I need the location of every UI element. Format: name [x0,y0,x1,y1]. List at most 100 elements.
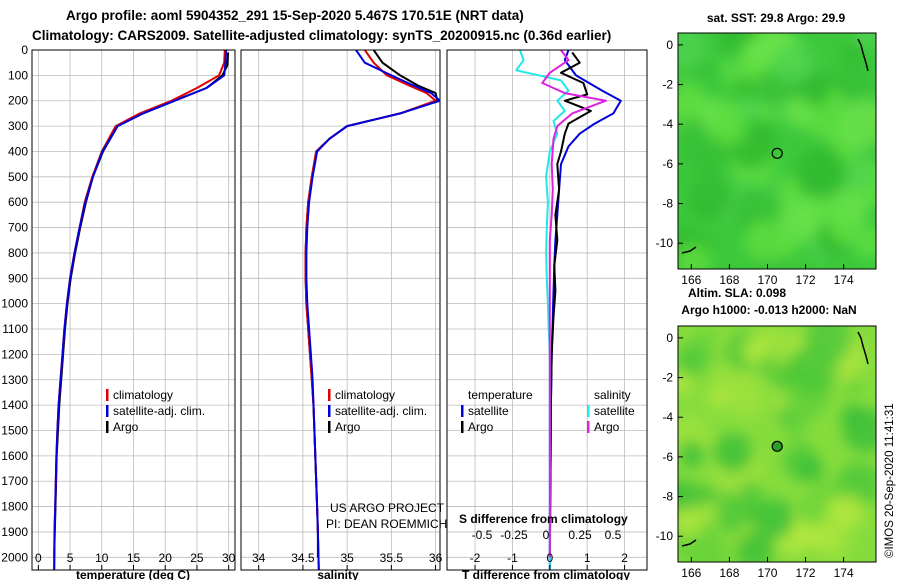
salinity-grid [241,49,440,570]
salinity-xlabel: salinity [317,568,359,580]
depth-tick-label: 200 [8,94,28,108]
sst-map-frame [677,32,877,270]
depth-tick-label: 1200 [1,347,28,361]
s-tick-label: 0 [543,528,550,542]
salinity-lines [304,50,440,570]
depth-tick-label: 1000 [1,297,28,311]
x-tick-label: 2 [621,551,628,565]
map-y-tick-label: -2 [662,78,673,92]
temperature-xticks: 0 5 10 15 20 25 30 [35,551,236,570]
sst-title: sat. SST: 29.8 Argo: 29.9 [707,11,846,25]
x-tick-label: 25 [190,551,204,565]
legend-swatch [461,405,464,417]
series-line [541,50,607,558]
map-y-tick-label: -6 [662,450,673,464]
map-cell [695,484,716,505]
depth-tick-label: 2000 [1,550,28,564]
coastline [681,246,697,254]
depth-tick-label: 1100 [2,322,28,336]
x-tick-label: 34.5 [291,551,315,565]
map-y-tick-label: -10 [656,529,674,543]
map-cell [795,146,847,198]
sla-subtitle: Argo h1000: -0.013 h2000: NaN [681,303,856,317]
sla-title: Altim. SLA: 0.098 [688,286,786,300]
series-line [53,50,226,570]
legend-label: satellite [594,404,635,418]
map-y-tick-label: -4 [662,410,673,424]
legend-swatch [106,389,109,401]
temperature-legend: climatology satellite-adj. clim. Argo [106,388,205,434]
legend-swatch [328,421,331,433]
imos-watermark: ©IMOS 20-Sep-2020 11:41:31 [884,403,896,558]
map-cell [752,498,795,541]
x-tick-label: 20 [159,551,173,565]
map-cell [688,536,731,562]
depth-tick-label: 800 [8,246,28,260]
map-y-tick-label: -10 [656,236,674,250]
temperature-lines [53,50,229,570]
s-tick-label: -0.5 [472,528,493,542]
x-tick-label: 1 [584,551,591,565]
map-y-tick-label: -8 [662,490,673,504]
depth-tick-label: 1900 [1,525,28,539]
depth-tick-label: 1300 [1,373,28,387]
x-tick-label: 35.5 [380,551,404,565]
map-texture [678,326,876,562]
x-tick-label: 36 [429,551,443,565]
depth-tick-label: 1500 [1,423,28,437]
temperature-panel: 0 5 10 15 20 25 30 climatology satellite-adj. c… [31,49,236,580]
map-cell [678,440,705,468]
depth-axis: 0 100 200 300 400 500 600 700 800 900 1000 1100 1200… [1,43,28,564]
depth-tick-label: 0 [21,43,28,57]
map-cell [741,481,762,502]
map-x-tick-label: 172 [796,273,816,287]
map-y-tick-label: 0 [666,331,673,345]
series-line [515,50,570,570]
map-cell [678,479,699,517]
series-line [304,50,437,570]
map-y-tick-label: -2 [662,371,673,385]
x-tick-label: 5 [67,551,74,565]
pi-label: PI: DEAN ROEMMICH [326,517,447,531]
map-cell [691,147,728,184]
difference-legend: temperature salinity satellite Argo satellit… [461,388,635,434]
s-tick-label: 0.25 [568,528,592,542]
figure-title: Argo profile: aoml 5904352_291 15-Sep-20… [66,8,524,23]
legend-swatch [106,421,109,433]
depth-tick-label: 400 [8,144,28,158]
sst-map-ticks: 166 168 170 172 174 0 -2 -4 -6 -8 -10 [656,38,869,287]
s-tick-label: -0.25 [500,528,528,542]
map-cell [713,433,753,473]
map-texture [678,33,876,269]
legend-swatch [328,389,331,401]
depth-tick-label: 1400 [1,398,28,412]
map-y-tick-label: -4 [662,117,673,131]
map-x-tick-label: 168 [719,273,739,287]
x-tick-label: 10 [95,551,109,565]
map-cell [736,532,775,562]
map-cell [796,493,830,526]
map-cell [779,198,822,241]
x-tick-label: 0 [35,551,42,565]
legend-label: Argo [468,420,494,434]
x-tick-label: 15 [127,551,141,565]
difference-frame [446,49,648,571]
argo-position-marker [771,440,783,452]
difference-panel: -2 -1 0 1 2 -0.5 -0.25 0 0.25 0.5 temperature sal… [446,49,648,580]
x-tick-label: 30 [222,551,236,565]
map-cell [695,61,716,82]
salinity-frame [240,49,441,571]
x-tick-label: 34 [252,551,266,565]
map-cell [695,180,722,206]
project-label: US ARGO PROJECT [330,501,445,515]
salinity-legend: climatology satellite-adj. clim. Argo [328,388,427,434]
map-y-tick-label: 0 [666,38,673,52]
legend-swatch [587,405,590,417]
map-cell [744,219,788,263]
depth-tick-label: 1600 [1,449,28,463]
temperature-grid [32,49,235,570]
legend-title-temperature: temperature [468,388,533,402]
sst-field [678,33,876,269]
map-cell [832,495,865,528]
